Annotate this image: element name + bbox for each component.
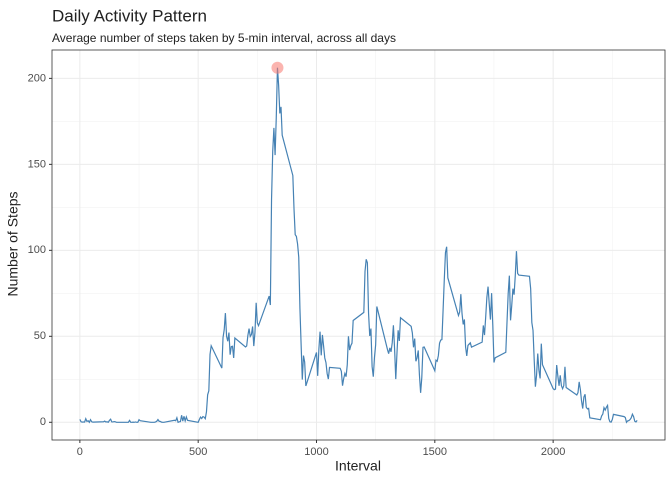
max-point (271, 61, 284, 74)
y-tick-label: 100 (28, 244, 46, 256)
x-tick-label: 1500 (423, 446, 447, 458)
y-tick-label: 150 (28, 158, 46, 170)
x-axis-label: Interval (335, 458, 381, 474)
x-tick-label: 2000 (541, 446, 565, 458)
x-tick-label: 500 (189, 446, 207, 458)
line-series (79, 67, 638, 424)
plot-border (51, 49, 666, 441)
y-tick-label: 0 (40, 416, 46, 428)
chart-subtitle: Average number of steps taken by 5-min i… (52, 31, 396, 45)
x-tick-label: 1000 (304, 446, 328, 458)
x-tick-label: 0 (77, 446, 83, 458)
y-axis-label: Number of Steps (5, 191, 21, 296)
chart-title: Daily Activity Pattern (52, 6, 207, 25)
y-tick-label: 50 (34, 330, 46, 342)
y-tick-label: 200 (28, 72, 46, 84)
